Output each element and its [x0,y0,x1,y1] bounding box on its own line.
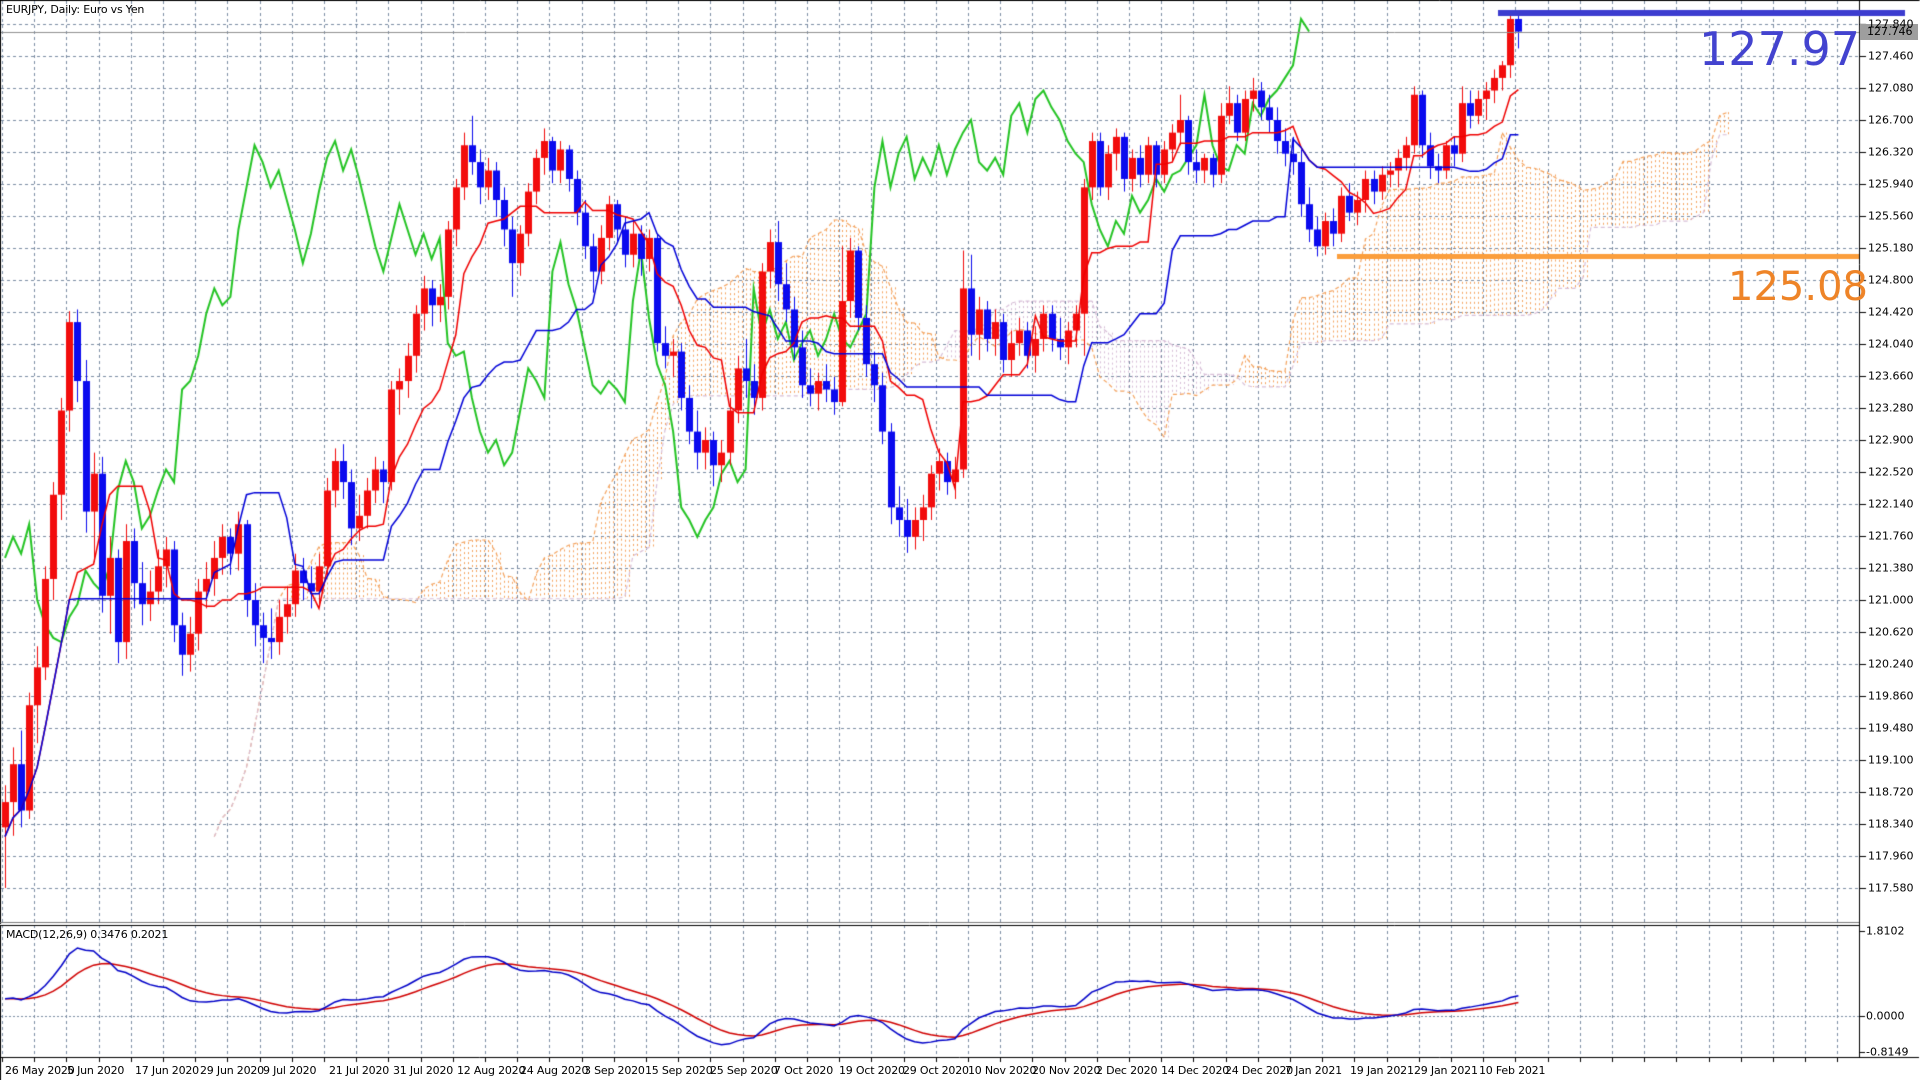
price-axis-label: 117.960 [1868,849,1914,863]
price-axis-label: 124.040 [1868,337,1914,351]
date-axis-label: 12 Aug 2020 [457,1064,526,1077]
price-axis-label: 124.420 [1868,305,1914,319]
price-axis-label: 121.000 [1868,593,1914,607]
price-axis-label: 122.140 [1868,497,1914,511]
date-axis-label: 24 Dec 2020 [1225,1064,1294,1077]
price-axis-label: 127.840 [1868,17,1914,31]
date-axis-label: 9 Jul 2020 [263,1064,317,1077]
price-axis-label: 120.620 [1868,625,1914,639]
date-axis-label: 2 Dec 2020 [1096,1064,1158,1077]
support-price-label[interactable]: 125.08 [1728,264,1868,310]
date-axis-label: 10 Nov 2020 [968,1064,1037,1077]
price-axis-label: 120.240 [1868,657,1914,671]
price-axis-label: 125.560 [1868,209,1914,223]
date-axis-label: 14 Dec 2020 [1161,1064,1230,1077]
date-axis-label: 7 Jan 2021 [1285,1064,1342,1077]
date-axis-label: 17 Jun 2020 [135,1064,199,1077]
date-axis-label: 25 Sep 2020 [710,1064,778,1077]
date-axis-label: 21 Jul 2020 [329,1064,390,1077]
price-axis-label: 122.520 [1868,465,1914,479]
date-axis-label: 7 Oct 2020 [774,1064,834,1077]
price-axis-label: 119.480 [1868,721,1914,735]
date-axis-label: 20 Nov 2020 [1032,1064,1101,1077]
date-axis-label: 19 Oct 2020 [839,1064,905,1077]
price-axis-label: 126.700 [1868,113,1914,127]
price-axis-label: 122.900 [1868,433,1914,447]
macd-axis-label: 1.8102 [1866,924,1905,938]
price-axis-label: 118.720 [1868,785,1914,799]
date-axis-label: 29 Jan 2021 [1414,1064,1478,1077]
price-axis-label: 121.760 [1868,529,1914,543]
macd-axis-label: 0.0000 [1866,1009,1905,1023]
price-axis-label: 117.580 [1868,881,1914,895]
date-axis-label: 3 Sep 2020 [584,1064,645,1077]
date-axis-label: 15 Sep 2020 [645,1064,713,1077]
price-axis-label: 118.340 [1868,817,1914,831]
date-axis-label: 19 Jan 2021 [1350,1064,1414,1077]
price-axis-label: 125.180 [1868,241,1914,255]
macd-axis-label: -0.8149 [1866,1045,1909,1059]
price-axis-label: 125.940 [1868,177,1914,191]
price-axis-label: 123.280 [1868,401,1914,415]
current-price-tag: 127.746 [1860,24,1918,40]
macd-indicator-label: MACD(12,26,9) 0.3476 0.2021 [6,928,169,941]
date-axis-label: 26 May 2020 [5,1064,75,1077]
price-axis-label: 127.080 [1868,81,1914,95]
price-axis-label: 123.660 [1868,369,1914,383]
date-axis-label: 5 Jun 2020 [67,1064,125,1077]
date-axis-label: 24 Aug 2020 [520,1064,589,1077]
price-axis-label: 119.100 [1868,753,1914,767]
price-axis-label: 119.860 [1868,689,1914,703]
date-axis-label: 29 Oct 2020 [903,1064,969,1077]
price-axis-label: 121.380 [1868,561,1914,575]
date-axis-label: 31 Jul 2020 [393,1064,454,1077]
date-axis-label: 29 Jun 2020 [200,1064,264,1077]
chart-title: EURJPY, Daily: Euro vs Yen [6,3,145,16]
resistance-price-label[interactable]: 127.97 [1699,22,1860,76]
price-axis-label: 124.800 [1868,273,1914,287]
price-axis-label: 126.320 [1868,145,1914,159]
price-axis-label: 127.460 [1868,49,1914,63]
date-axis-label: 10 Feb 2021 [1479,1064,1546,1077]
